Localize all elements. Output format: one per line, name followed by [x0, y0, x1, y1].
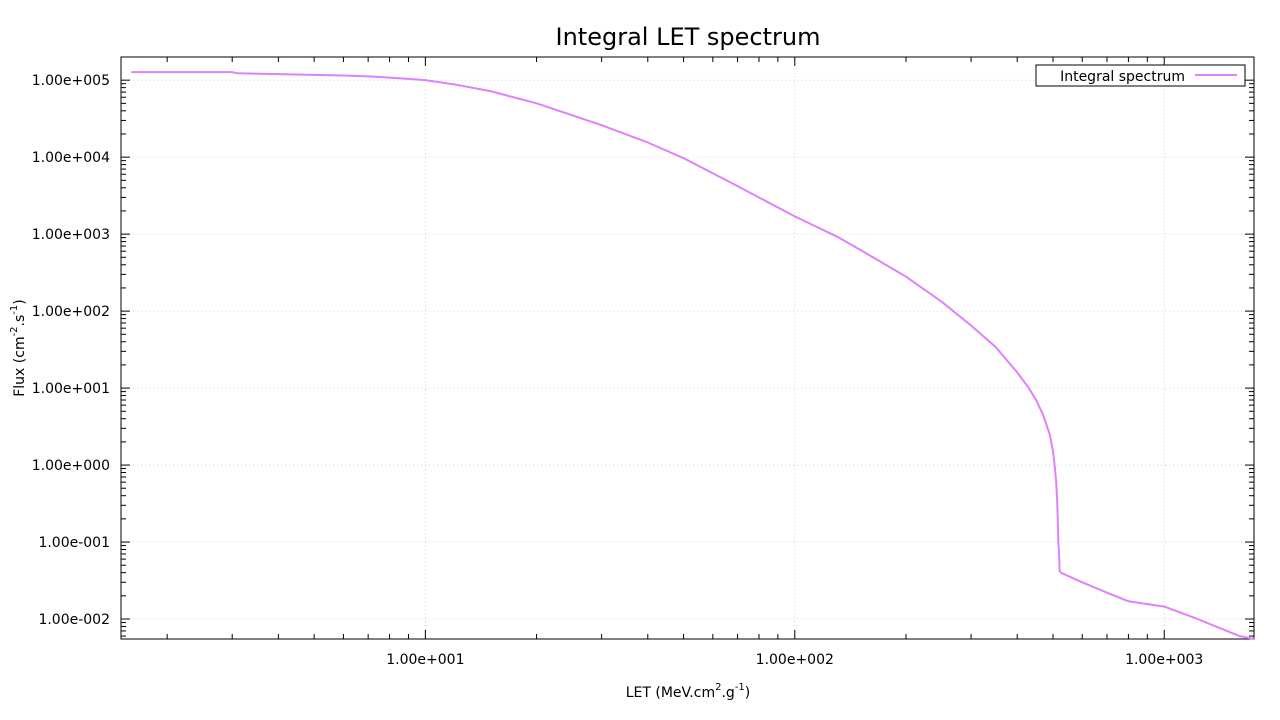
x-tick-label: 1.00e+001 — [386, 652, 464, 668]
plot-frame — [120, 56, 1255, 640]
legend-box — [1035, 64, 1246, 87]
y-tick-label: 1.00e+003 — [32, 227, 110, 243]
tick-labels: 1.00e+001 1.00e+002 1.00e+003 1.00e+005 1.00… — [32, 73, 1204, 668]
y-tick-label: 1.00e+000 — [32, 458, 110, 474]
y-tick-label: 1.00e+004 — [32, 150, 110, 166]
series-line-integral-spectrum — [131, 71, 1255, 640]
y-tick-label: 1.00e+005 — [32, 73, 110, 89]
y-tick-label: 1.00e+002 — [32, 304, 110, 320]
x-tick-label: 1.00e+002 — [756, 652, 834, 668]
legend: Integral spectrum — [1035, 64, 1246, 87]
x-tick-label: 1.00e+003 — [1125, 652, 1203, 668]
y-tick-label: 1.00e-002 — [38, 612, 110, 628]
y-tick-label: 1.00e+001 — [32, 381, 110, 397]
chart-title: Integral LET spectrum — [556, 23, 821, 51]
grid-lines — [121, 57, 1254, 639]
legend-label: Integral spectrum — [1060, 69, 1185, 85]
y-axis-label: Flux (cm-2.s-1) — [9, 299, 28, 397]
y-tick-label: 1.00e-001 — [38, 535, 110, 551]
axis-ticks — [121, 56, 1254, 639]
series-layer — [131, 71, 1255, 640]
x-axis-label: LET (MeV.cm2.g-1) — [626, 682, 751, 701]
